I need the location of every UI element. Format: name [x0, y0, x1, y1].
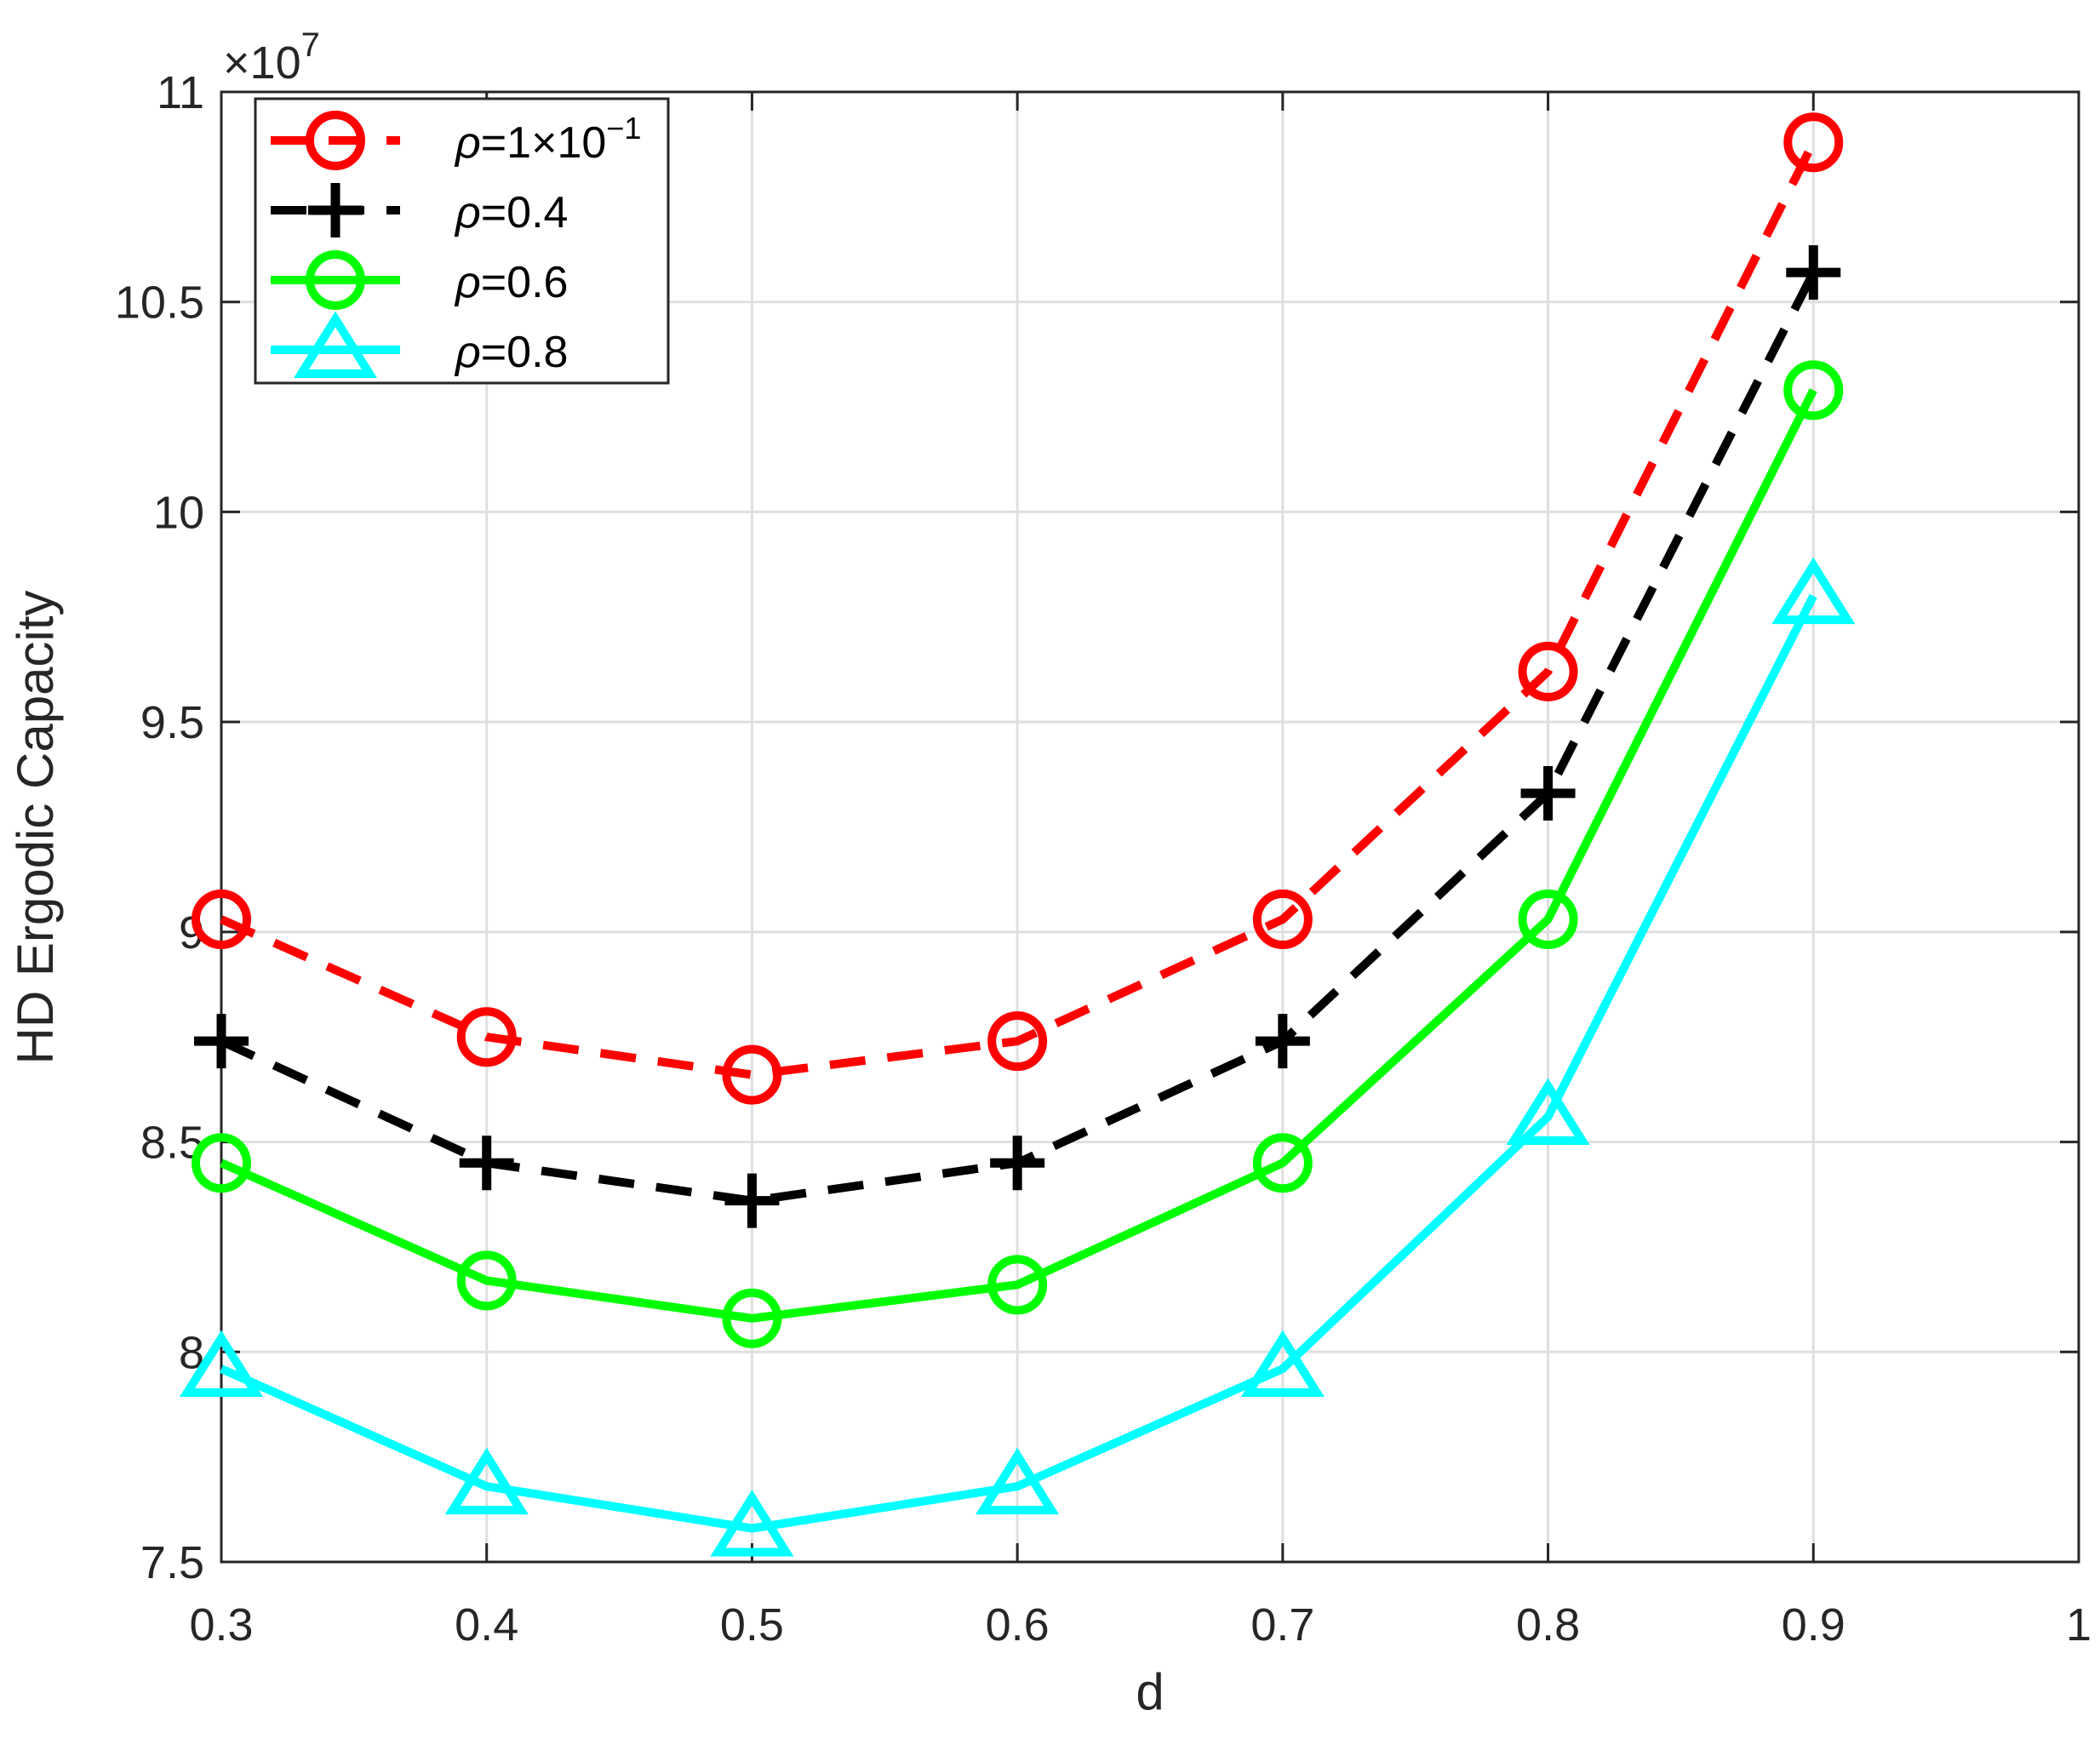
plot-border: [220, 90, 2080, 1564]
data-point: [1506, 1078, 1590, 1145]
data-point: [1255, 1014, 1310, 1069]
data-point: [1786, 245, 1841, 300]
data-point: [1783, 360, 1844, 420]
legend-label: ρ=0.8: [454, 328, 568, 377]
x-tick-label: 0.8: [1516, 1599, 1580, 1650]
data-point: [722, 1044, 782, 1105]
y-tick-label: 9.5: [140, 697, 204, 748]
data-point: [1520, 766, 1576, 821]
data-point: [192, 890, 251, 950]
y-tick-label: 10.5: [115, 277, 204, 329]
data-point: [179, 1330, 264, 1398]
x-tick-label: 0.7: [1250, 1599, 1314, 1650]
data-point: [194, 1014, 249, 1069]
data-point: [1252, 890, 1313, 950]
x-tick-label: 0.9: [1782, 1599, 1845, 1650]
data-point: [456, 1250, 517, 1311]
data-point: [459, 1135, 514, 1191]
data-point: [976, 1447, 1060, 1515]
series-layer: [179, 112, 1856, 1557]
data-point: [724, 1173, 780, 1228]
x-tick-label: 0.5: [720, 1599, 784, 1650]
y-axis-label: HD Ergodic Capacity: [7, 591, 64, 1065]
y-tick-label: 11: [157, 67, 204, 118]
data-point: [1771, 557, 1856, 625]
legend-label: ρ=0.4: [454, 188, 568, 237]
x-tick-label: 0.3: [189, 1599, 253, 1650]
series-line: [219, 140, 1817, 1079]
x-tick-label: 1: [2066, 1599, 2091, 1650]
legend-label: ρ=1×10−1: [454, 111, 641, 168]
y-exponent: ×107: [223, 26, 320, 89]
data-point: [1783, 112, 1844, 173]
legend-entry-1: ρ=0.4: [271, 183, 568, 237]
data-point: [192, 1133, 251, 1193]
legend: ρ=1×10−1 ρ=0.4 ρ=0.6 ρ=0.8: [254, 97, 670, 385]
series-line: [219, 388, 1817, 1323]
legend-entry-0: ρ=1×10−1: [271, 111, 641, 170]
x-axis-label: d: [1136, 1663, 1164, 1720]
data-point: [710, 1490, 794, 1557]
data-point: [987, 1255, 1048, 1315]
series-2: [192, 360, 1844, 1348]
legend-label: ρ=0.6: [454, 258, 568, 307]
data-point: [1240, 1330, 1325, 1398]
legend-marker: [306, 111, 365, 170]
x-tick-label: 0.6: [986, 1599, 1050, 1650]
legend-marker: [308, 183, 363, 237]
data-point: [456, 1007, 517, 1067]
legend-marker: [306, 250, 365, 310]
legend-marker: [293, 311, 378, 378]
series-1: [194, 245, 1841, 1228]
data-point: [722, 1288, 782, 1348]
data-point: [990, 1135, 1045, 1191]
x-tick-label: 0.4: [455, 1599, 518, 1650]
y-tick-label: 10: [153, 487, 204, 538]
data-point: [1252, 1133, 1313, 1193]
data-point: [1518, 641, 1578, 701]
y-tick-label: 7.5: [140, 1537, 204, 1588]
axis-ticks: 0.3 0.4 0.5 0.6 0.7 0.8 0.9 17.588.599.51010.51…: [115, 67, 2091, 1650]
series-3: [179, 557, 1856, 1557]
data-point: [987, 1011, 1048, 1072]
series-line: [219, 593, 1817, 1533]
legend-entry-2: ρ=0.6: [271, 250, 568, 310]
legend-entry-3: ρ=0.8: [271, 311, 568, 378]
data-point: [444, 1447, 529, 1515]
series-0: [192, 112, 1844, 1105]
data-point: [1518, 890, 1578, 950]
